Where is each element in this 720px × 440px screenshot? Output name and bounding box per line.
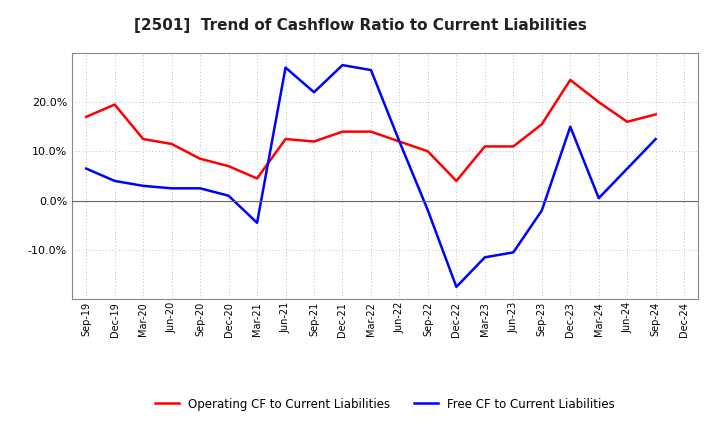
Operating CF to Current Liabilities — [480, 144, 489, 149]
Free CF to Current Liabilities — [623, 166, 631, 171]
Operating CF to Current Liabilities — [110, 102, 119, 107]
Operating CF to Current Liabilities — [537, 121, 546, 127]
Operating CF to Current Liabilities — [167, 141, 176, 147]
Free CF to Current Liabilities — [566, 124, 575, 129]
Operating CF to Current Liabilities — [595, 99, 603, 105]
Free CF to Current Liabilities — [652, 136, 660, 142]
Free CF to Current Liabilities — [282, 65, 290, 70]
Operating CF to Current Liabilities — [253, 176, 261, 181]
Text: [2501]  Trend of Cashflow Ratio to Current Liabilities: [2501] Trend of Cashflow Ratio to Curren… — [134, 18, 586, 33]
Free CF to Current Liabilities — [423, 208, 432, 213]
Free CF to Current Liabilities — [595, 195, 603, 201]
Operating CF to Current Liabilities — [282, 136, 290, 142]
Operating CF to Current Liabilities — [395, 139, 404, 144]
Free CF to Current Liabilities — [395, 139, 404, 144]
Legend: Operating CF to Current Liabilities, Free CF to Current Liabilities: Operating CF to Current Liabilities, Fre… — [150, 393, 620, 415]
Operating CF to Current Liabilities — [310, 139, 318, 144]
Operating CF to Current Liabilities — [366, 129, 375, 134]
Free CF to Current Liabilities — [366, 67, 375, 73]
Free CF to Current Liabilities — [110, 178, 119, 183]
Free CF to Current Liabilities — [82, 166, 91, 171]
Free CF to Current Liabilities — [253, 220, 261, 225]
Line: Free CF to Current Liabilities: Free CF to Current Liabilities — [86, 65, 656, 287]
Operating CF to Current Liabilities — [452, 178, 461, 183]
Free CF to Current Liabilities — [452, 284, 461, 290]
Free CF to Current Liabilities — [338, 62, 347, 68]
Operating CF to Current Liabilities — [338, 129, 347, 134]
Operating CF to Current Liabilities — [652, 112, 660, 117]
Operating CF to Current Liabilities — [82, 114, 91, 120]
Free CF to Current Liabilities — [509, 250, 518, 255]
Operating CF to Current Liabilities — [139, 136, 148, 142]
Free CF to Current Liabilities — [196, 186, 204, 191]
Free CF to Current Liabilities — [537, 208, 546, 213]
Operating CF to Current Liabilities — [225, 164, 233, 169]
Free CF to Current Liabilities — [480, 255, 489, 260]
Operating CF to Current Liabilities — [509, 144, 518, 149]
Free CF to Current Liabilities — [225, 193, 233, 198]
Free CF to Current Liabilities — [167, 186, 176, 191]
Free CF to Current Liabilities — [139, 183, 148, 188]
Operating CF to Current Liabilities — [196, 156, 204, 161]
Free CF to Current Liabilities — [310, 90, 318, 95]
Operating CF to Current Liabilities — [623, 119, 631, 125]
Operating CF to Current Liabilities — [423, 149, 432, 154]
Operating CF to Current Liabilities — [566, 77, 575, 83]
Line: Operating CF to Current Liabilities: Operating CF to Current Liabilities — [86, 80, 656, 181]
